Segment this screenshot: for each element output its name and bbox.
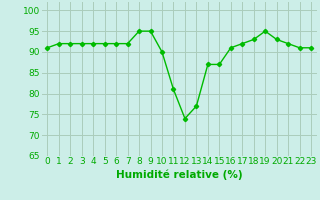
X-axis label: Humidité relative (%): Humidité relative (%) <box>116 169 243 180</box>
